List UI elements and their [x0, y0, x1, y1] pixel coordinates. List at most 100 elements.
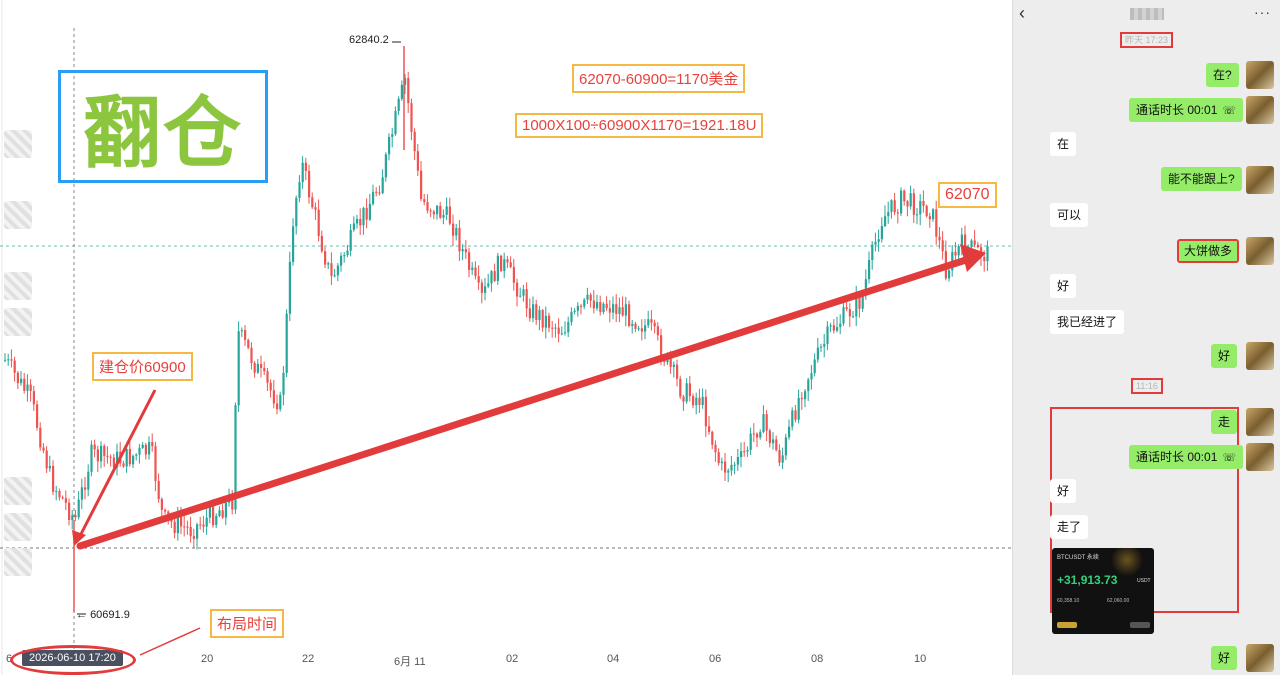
candle-body	[935, 209, 938, 237]
candle-body	[240, 330, 243, 332]
candle-body	[884, 216, 887, 226]
candle-body	[756, 433, 759, 438]
candle-body	[266, 371, 269, 383]
x-tick-label: 20	[201, 653, 214, 665]
candle-body	[631, 323, 634, 326]
candle-body	[858, 296, 861, 309]
candle-body	[247, 339, 250, 348]
chat-bubble-contact[interactable]: 好	[1050, 274, 1077, 298]
my-avatar[interactable]	[1246, 443, 1274, 471]
candle-body	[109, 456, 112, 458]
my-avatar[interactable]	[1246, 61, 1274, 89]
candle-body	[519, 295, 522, 297]
contact-avatar[interactable]	[4, 513, 32, 541]
entry-price-box: 建仓价60900	[92, 352, 193, 381]
card-entry-price: 60,358.10	[1057, 598, 1080, 604]
contact-avatar[interactable]	[4, 548, 32, 576]
more-dots-icon[interactable]: ···	[1254, 4, 1271, 20]
chat-bubble-mine[interactable]: 好	[1211, 344, 1238, 368]
candle-body	[720, 461, 723, 464]
my-avatar[interactable]	[1246, 237, 1274, 265]
contact-avatar[interactable]	[4, 201, 32, 229]
candle-body	[173, 521, 176, 534]
call-bubble-mine[interactable]: 通话时长 00:01 ☏	[1129, 445, 1244, 469]
candle-body	[352, 223, 355, 230]
candle-body	[660, 335, 663, 359]
candle-body	[10, 359, 13, 361]
chat-bubble-contact[interactable]: 在	[1050, 132, 1077, 156]
candle-body	[144, 444, 147, 455]
call-bubble-mine[interactable]: 通话时长 00:01 ☏	[1129, 98, 1244, 122]
candle-body	[84, 487, 87, 490]
x-tick-label: 08	[811, 653, 824, 665]
chevron-left-icon[interactable]: ‹	[1019, 3, 1025, 23]
card-exit-price: 62,060.00	[1107, 598, 1130, 604]
my-avatar[interactable]	[1246, 96, 1274, 124]
candle-body	[656, 326, 659, 336]
candle-body	[698, 397, 701, 405]
chat-bubble-contact[interactable]: 走了	[1050, 515, 1089, 539]
my-avatar[interactable]	[1246, 342, 1274, 370]
my-avatar[interactable]	[1246, 166, 1274, 194]
candle-body	[180, 516, 183, 527]
chat-bubble-contact[interactable]: 好	[1050, 479, 1077, 503]
candle-body	[954, 251, 957, 256]
my-avatar[interactable]	[1246, 408, 1274, 436]
candle-body	[484, 286, 487, 293]
low-price-value: 60691.9	[90, 609, 130, 621]
candle-body	[256, 363, 259, 373]
candle-body	[496, 255, 499, 281]
candle-body	[464, 249, 467, 253]
chat-bubble-mine[interactable]: 好	[1211, 646, 1238, 670]
chat-bubble-contact[interactable]: 可以	[1050, 203, 1089, 227]
contact-avatar[interactable]	[4, 272, 32, 300]
candle-body	[932, 209, 935, 220]
setup-time-box: 布局时间	[210, 609, 285, 638]
candle-body	[282, 372, 285, 395]
call-duration-text: 通话时长 00:01	[1136, 450, 1218, 464]
chat-bubble-mine[interactable]: 走	[1211, 410, 1238, 434]
candle-body	[314, 207, 317, 210]
candle-body	[813, 359, 816, 374]
candle-body	[973, 240, 976, 245]
candle-body	[727, 470, 730, 473]
candle-body	[749, 433, 752, 450]
candle-body	[413, 131, 416, 152]
candle-body	[436, 205, 439, 215]
chat-bubble-mine-highlighted[interactable]: 大饼做多	[1177, 239, 1240, 263]
candle-body	[928, 216, 931, 220]
chat-bubble-mine[interactable]: 在?	[1206, 63, 1239, 87]
contact-avatar[interactable]	[4, 308, 32, 336]
candle-body	[148, 442, 151, 455]
x-tick-label: 22	[302, 653, 315, 665]
candle-body	[845, 307, 848, 310]
candle-body	[154, 446, 157, 481]
return-calc-box: 1000X100÷60900X1170=1921.18U	[515, 113, 764, 138]
candle-body	[455, 227, 458, 236]
candle-body	[474, 267, 477, 277]
candle-body	[842, 307, 845, 324]
candle-body	[765, 414, 768, 431]
candle-body	[196, 524, 199, 539]
candle-body	[423, 199, 426, 203]
contact-avatar[interactable]	[4, 130, 32, 158]
candle-body	[576, 305, 579, 311]
trend-arrow-shaft	[76, 254, 976, 550]
candle-body	[893, 200, 896, 213]
candle-body	[647, 319, 650, 326]
candle-body	[938, 236, 941, 241]
candle-body	[640, 328, 643, 332]
candle-body	[359, 218, 362, 226]
candle-body	[138, 447, 141, 455]
candle-body	[653, 322, 656, 327]
pnl-screenshot-card[interactable]: BTCUSDT 永续 +31,913.73 USDT 60,358.10 62,…	[1052, 548, 1154, 634]
my-avatar[interactable]	[1246, 644, 1274, 672]
contact-avatar[interactable]	[4, 477, 32, 505]
candle-body	[237, 331, 240, 406]
chat-bubble-contact[interactable]: 我已经进了	[1050, 310, 1125, 334]
candle-body	[343, 255, 346, 257]
candle-body	[250, 347, 253, 364]
chat-bubble-mine[interactable]: 能不能跟上?	[1161, 167, 1242, 191]
candle-body	[272, 390, 275, 404]
